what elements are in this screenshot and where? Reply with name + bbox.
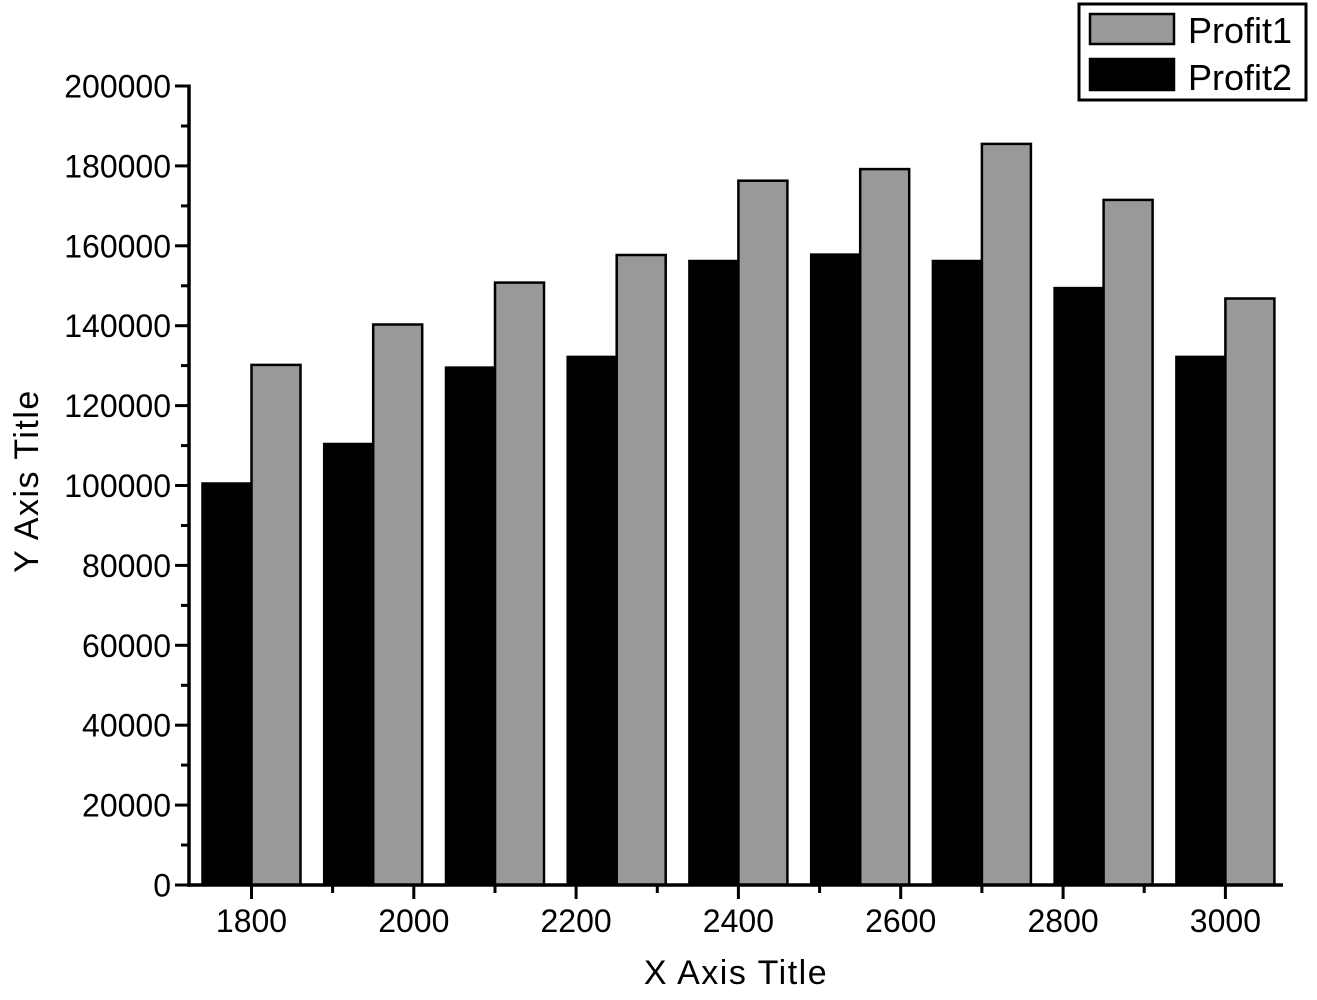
- y-tick-label-80000: 80000: [82, 548, 171, 584]
- bar-profit1-2850: [1102, 198, 1154, 887]
- bar-profit2-3000: [1175, 355, 1227, 887]
- y-tick-label-40000: 40000: [82, 708, 171, 744]
- bar-profit1-2550: [858, 167, 911, 887]
- y-tick-label-160000: 160000: [64, 228, 171, 264]
- bar-profit2-2550: [809, 253, 862, 887]
- bar-profit1-2100: [493, 281, 546, 887]
- x-axis-title: X Axis Title: [644, 954, 828, 992]
- bar-profit1-2250: [615, 253, 667, 887]
- bar-profit2-2100: [444, 366, 497, 887]
- x-tick-label-2200: 2200: [541, 903, 612, 939]
- bar-profit1-1800: [250, 363, 302, 887]
- x-tick-label-2600: 2600: [865, 903, 936, 939]
- tick-labels-group: 0 20000 40000 60000 80000 100000 120000 140000 1…: [64, 69, 1261, 940]
- y-tick-label-100000: 100000: [64, 468, 171, 504]
- y-tick-label-120000: 120000: [64, 388, 171, 424]
- y-tick-label-140000: 140000: [64, 308, 171, 344]
- legend-label-profit1: Profit1: [1188, 10, 1292, 51]
- bar-profit1-3000: [1224, 297, 1276, 887]
- y-tick-label-60000: 60000: [82, 628, 171, 664]
- y-axis-title: Y Axis Title: [8, 389, 46, 573]
- legend-swatch-profit1: [1088, 12, 1176, 46]
- ticks-group: [175, 84, 1227, 899]
- x-tick-label-2400: 2400: [703, 903, 774, 939]
- bar-profit1-1950: [371, 323, 424, 887]
- bar-profit1-2400: [737, 179, 789, 887]
- bars-group: [201, 142, 1276, 887]
- bar-profit1-2700: [980, 142, 1033, 887]
- legend: Profit1 Profit2: [1077, 2, 1308, 102]
- legend-swatch-profit2: [1088, 57, 1176, 92]
- y-tick-label-200000: 200000: [64, 69, 171, 105]
- bar-profit2-2700: [931, 259, 984, 887]
- bar-profit2-2850: [1053, 286, 1105, 887]
- y-tick-label-180000: 180000: [64, 148, 171, 184]
- y-tick-label-20000: 20000: [82, 788, 171, 824]
- bar-profit2-2250: [566, 355, 618, 887]
- x-tick-label-2800: 2800: [1028, 903, 1099, 939]
- bar-profit2-1800: [201, 482, 253, 887]
- bar-profit2-1950: [322, 442, 375, 887]
- legend-label-profit2: Profit2: [1188, 57, 1292, 98]
- y-tick-label-0: 0: [153, 868, 171, 904]
- x-tick-label-3000: 3000: [1190, 903, 1261, 939]
- bar-profit2-2400: [688, 259, 740, 887]
- x-tick-label-2000: 2000: [378, 903, 449, 939]
- x-tick-label-1800: 1800: [216, 903, 287, 939]
